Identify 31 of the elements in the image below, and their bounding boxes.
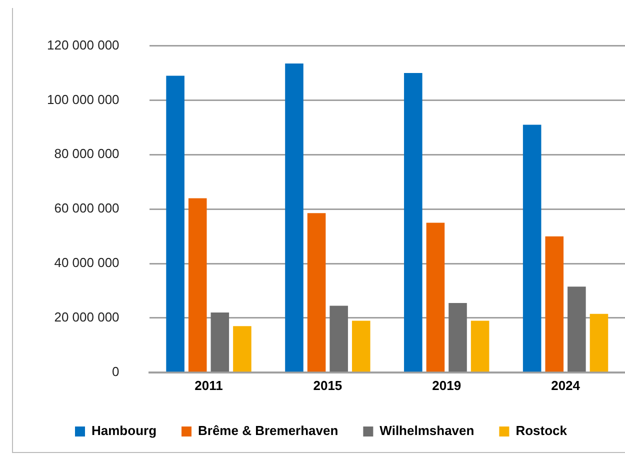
bar <box>426 222 445 372</box>
x-tick-label: 2011 <box>194 378 223 393</box>
y-tick-label: 100 000 000 <box>46 92 120 107</box>
bar <box>307 213 326 372</box>
y-tick-label: 60 000 000 <box>54 200 120 216</box>
bar <box>233 326 252 372</box>
y-tick-label: 120 000 000 <box>46 37 120 52</box>
x-tick-label: 2024 <box>551 378 581 393</box>
bar <box>568 286 586 372</box>
x-tick-label: 2015 <box>313 378 342 393</box>
bar <box>590 314 608 372</box>
bar <box>188 198 207 372</box>
y-tick-label: 80 000 000 <box>54 146 120 162</box>
y-tick-label: 40 000 000 <box>54 255 120 270</box>
bar <box>285 63 304 372</box>
bar <box>166 76 184 372</box>
legend-label: Hambourg <box>92 423 157 438</box>
bar <box>404 73 422 372</box>
legend-label: Wilhelmshaven <box>380 423 474 438</box>
y-tick-label: 20 000 000 <box>54 310 120 325</box>
legend-label: Brême & Bremerhaven <box>198 423 338 438</box>
x-tick-label: 2019 <box>432 378 462 393</box>
legend-label: Rostock <box>516 423 568 438</box>
y-tick-label: 0 <box>112 364 120 379</box>
bar <box>545 236 564 372</box>
bar <box>210 312 230 372</box>
bar <box>522 124 542 372</box>
bar <box>330 306 348 372</box>
bar <box>448 303 467 372</box>
bar <box>470 320 490 372</box>
bar <box>352 320 370 372</box>
